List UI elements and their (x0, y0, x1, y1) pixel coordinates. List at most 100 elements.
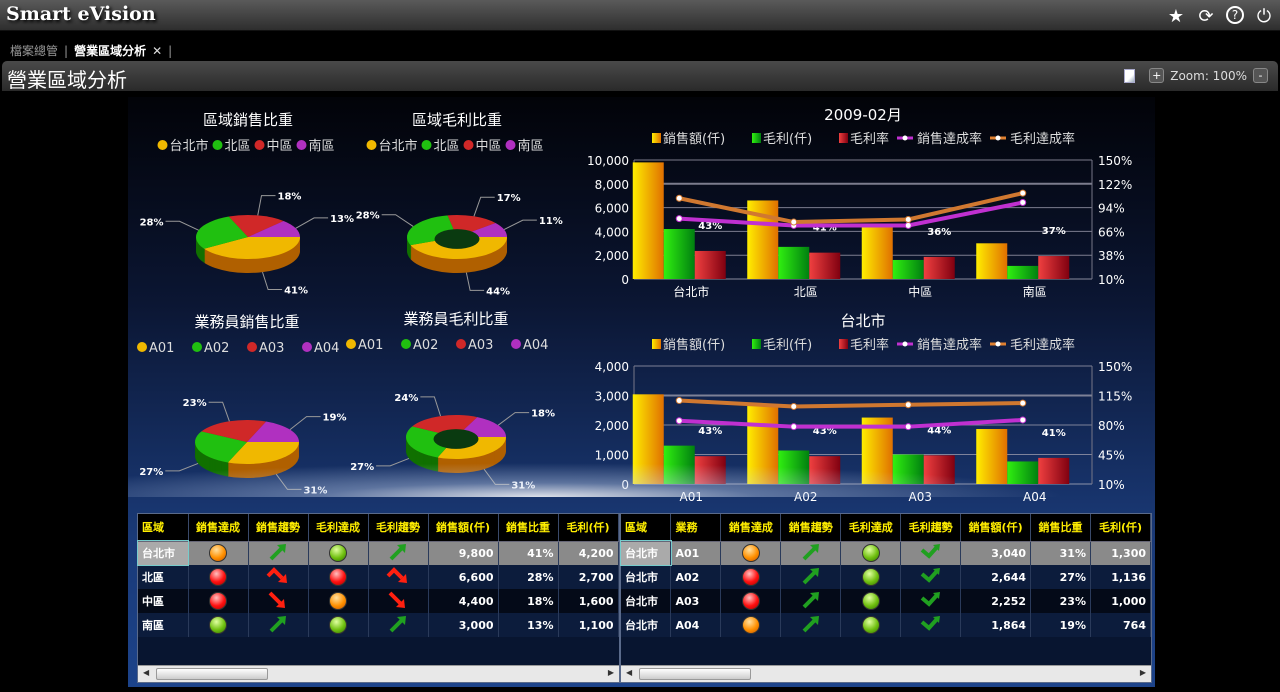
cell-sales: 3,040 (960, 541, 1032, 565)
tab-file-explorer[interactable]: 檔案總管 (10, 44, 59, 58)
column-header[interactable]: 銷售達成 (188, 514, 249, 542)
bar-profit (892, 454, 924, 484)
bar-profit (663, 229, 695, 279)
cell-profit_trend (368, 541, 429, 565)
table-row[interactable]: 北區 6,600 28% 2,700 (138, 565, 619, 589)
trend-up-arrow-icon (801, 591, 821, 613)
line-point (675, 397, 683, 405)
right-axis-tick-label: 66% (1098, 225, 1125, 239)
tab-separator: | (64, 43, 69, 58)
cell-share: 31% (1030, 541, 1091, 565)
line-point (904, 401, 912, 409)
trend-up-arrow-icon (268, 615, 288, 637)
salesperson-table: 區域 業務 銷售達成 銷售趨勢 毛利達成 毛利趨勢 銷售額(仟) 銷售比重 毛利(仟) 台北市 A0… (620, 513, 1152, 683)
cell-share: 13% (498, 613, 559, 637)
cell-sales: 2,252 (960, 589, 1032, 613)
cell-profit: 1,000 (1090, 589, 1151, 613)
tab-sales-region-analysis[interactable]: 營業區域分析 (74, 44, 147, 58)
legend-bar-green (752, 133, 761, 143)
column-header[interactable]: 毛利達成 (308, 514, 369, 542)
column-header[interactable]: 銷售比重 (498, 514, 559, 542)
bar-sales (861, 226, 893, 279)
cell-profit_light (840, 565, 902, 589)
column-header[interactable]: 銷售比重 (1030, 514, 1091, 542)
table-row[interactable]: 台北市 A03 2,252 23% 1,000 (621, 589, 1151, 613)
column-header[interactable]: 銷售額(仟) (960, 514, 1032, 542)
column-header[interactable]: 毛利趨勢 (368, 514, 429, 542)
line-point (904, 423, 912, 431)
cell-region: 南區 (138, 613, 189, 637)
help-icon[interactable]: ? (1226, 6, 1244, 24)
zoom-in-button[interactable]: + (1149, 68, 1165, 83)
horizontal-scrollbar[interactable]: ◀ ▶ (138, 665, 619, 682)
bar-sales (632, 162, 664, 279)
table-row[interactable]: 台北市 A04 1,864 19% 764 (621, 613, 1151, 637)
right-axis-tick-label: 45% (1098, 449, 1125, 463)
bar-margin (809, 456, 841, 484)
cell-share: 28% (498, 565, 559, 589)
document-icon[interactable] (1124, 68, 1136, 83)
red-status-light-icon (209, 592, 227, 610)
red-status-light-icon (741, 592, 760, 610)
table-row[interactable]: 台北市 9,800 41% 4,200 (137, 540, 619, 566)
horizontal-scrollbar[interactable]: ◀ ▶ (621, 665, 1151, 682)
cell-sales_trend (248, 541, 309, 565)
leader-line (376, 457, 410, 467)
pie-slice (248, 220, 300, 237)
column-header[interactable]: 毛利趨勢 (900, 514, 962, 542)
column-header[interactable]: 銷售趨勢 (780, 514, 842, 542)
leader-line (165, 462, 199, 472)
cell-sales_light (720, 613, 782, 637)
column-header[interactable]: 銷售趨勢 (248, 514, 309, 542)
green-status-light-icon (861, 616, 880, 634)
column-header[interactable]: 銷售達成 (720, 514, 782, 542)
column-header[interactable]: 業務 (670, 514, 722, 542)
right-axis-tick-label: 122% (1098, 178, 1132, 192)
column-header[interactable]: 毛利(仟) (558, 514, 619, 542)
table-row[interactable]: 中區 4,400 18% 1,600 (138, 589, 619, 613)
pie-data-label: 24% (394, 393, 418, 404)
zoom-out-button[interactable]: - (1253, 68, 1268, 83)
refresh-icon[interactable]: ⟳ (1198, 5, 1214, 27)
left-axis-tick-label: 6,000 (595, 202, 629, 216)
cell-share: 27% (1030, 565, 1091, 589)
cell-region: 台北市 (137, 540, 189, 566)
scrollbar-thumb[interactable] (639, 668, 751, 680)
cell-profit: 1,100 (558, 613, 619, 637)
column-header[interactable]: 毛利達成 (840, 514, 902, 542)
left-axis-tick-label: 0 (621, 273, 629, 287)
x-axis-tick-label: A04 (1023, 490, 1046, 504)
legend-label: 銷售額(仟) (663, 131, 725, 147)
column-header[interactable]: 毛利(仟) (1090, 514, 1151, 542)
scrollbar-thumb[interactable] (156, 668, 268, 680)
legend-dot-yellow (346, 339, 356, 349)
left-axis-tick-label: 3,000 (595, 390, 629, 404)
trend-down-arrow-icon (388, 591, 408, 613)
legend-dot-red (254, 140, 265, 150)
table-row[interactable]: 台北市 A01 3,040 31% 1,300 (620, 540, 1151, 566)
table-row[interactable]: 南區 3,000 13% 1,100 (138, 613, 619, 637)
legend-dot-purple (511, 339, 521, 349)
pie-slice (204, 237, 300, 259)
left-axis-tick-label: 10,000 (587, 154, 629, 168)
pie-slice (247, 421, 299, 442)
legend-label: A01 (149, 341, 174, 356)
cell-sales_trend (248, 589, 309, 613)
trend-up-arrow-icon (388, 543, 408, 565)
close-icon[interactable]: ✕ (152, 43, 163, 58)
pie-data-label: 27% (139, 467, 163, 478)
bar-data-label: 41% (813, 223, 837, 234)
pie-data-label: 18% (531, 409, 555, 420)
column-header[interactable]: 區域 (138, 514, 189, 542)
pie-data-label: 18% (277, 192, 301, 203)
column-header[interactable]: 銷售額(仟) (428, 514, 499, 542)
table-row[interactable]: 台北市 A02 2,644 27% 1,136 (621, 565, 1151, 589)
leader-line (257, 195, 276, 216)
chart-title: 台北市 (840, 312, 885, 330)
trend-up-arrow-icon (801, 567, 821, 589)
star-icon[interactable]: ★ (1167, 5, 1185, 27)
power-icon[interactable]: ⏻ (1256, 5, 1272, 27)
cell-sales: 9,800 (428, 541, 499, 565)
cell-sales_trend (248, 613, 309, 637)
column-header[interactable]: 區域 (621, 514, 672, 542)
